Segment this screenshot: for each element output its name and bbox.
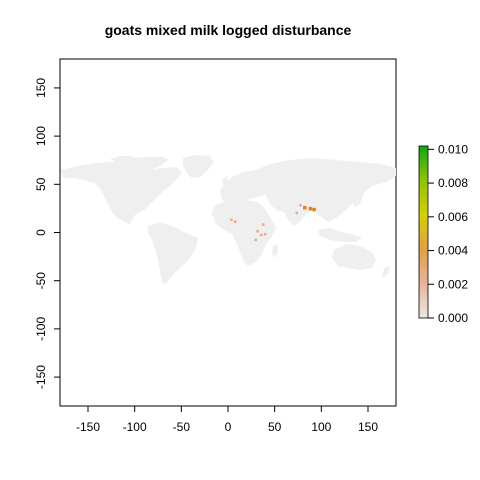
colorbar-tick-label: 0.002 [438,277,468,291]
x-axis: -150 -100 -50 0 50 100 150 [76,405,378,434]
hotspot-cell [263,232,267,236]
hotspot-cell [312,207,316,212]
y-tick-label: -50 [34,272,48,290]
plot-title: goats mixed milk logged disturbance [105,22,352,38]
land-arctic-islands [110,156,140,163]
x-tick-label: -150 [76,420,100,434]
land-europe [220,170,272,202]
colorbar-gradient [418,145,429,319]
x-tick-label: -100 [123,420,147,434]
hotspot-cell [261,223,265,226]
land-south-america [148,222,198,284]
y-tick-label: 100 [34,126,48,146]
hotspot-layer [230,204,316,242]
hotspot-cell [303,205,307,210]
colorbar-tick-label: 0.008 [438,176,468,190]
y-tick-label: -100 [34,317,48,341]
x-tick-label: -50 [173,420,191,434]
colorbar-tick-label: 0.004 [438,244,468,258]
hotspot-cell [295,211,299,215]
map-panel [59,58,397,407]
land-asia [256,158,396,226]
land-uk [222,176,228,186]
x-tick-label: 150 [358,420,378,434]
land-indonesia [318,228,362,242]
land-africa [212,200,276,266]
hotspot-cell [233,220,237,223]
hotspot-cell [308,206,313,211]
land-north-america [60,157,182,225]
y-axis: -150 -100 -50 0 50 100 150 [34,78,61,389]
y-tick-label: 50 [34,177,48,191]
x-tick-label: 100 [311,420,331,434]
y-tick-label: 0 [34,229,48,236]
colorbar: 0.000 0.002 0.004 0.006 0.008 0.010 [418,142,468,325]
colorbar-tick-label: 0.006 [438,210,468,224]
hotspot-cell [260,233,263,237]
y-tick-label: -150 [34,365,48,389]
land-madagascar [272,244,278,258]
land-japan [354,190,364,208]
hotspot-cell [254,238,257,242]
colorbar-ticks: 0.000 0.002 0.004 0.006 0.008 0.010 [428,142,468,325]
hotspot-cell [256,230,259,233]
x-tick-label: 50 [268,420,282,434]
land-greenland [183,155,214,178]
plot-frame [59,58,397,407]
y-tick-label: 150 [34,78,48,98]
land-new-zealand [382,266,390,278]
hotspot-cell [299,204,302,207]
land-layer [60,155,396,284]
hotspot-cell [230,218,233,221]
x-tick-label: 0 [225,420,232,434]
colorbar-tick-label: 0.010 [438,142,468,156]
colorbar-tick-label: 0.000 [438,311,468,325]
land-australia [332,244,376,270]
